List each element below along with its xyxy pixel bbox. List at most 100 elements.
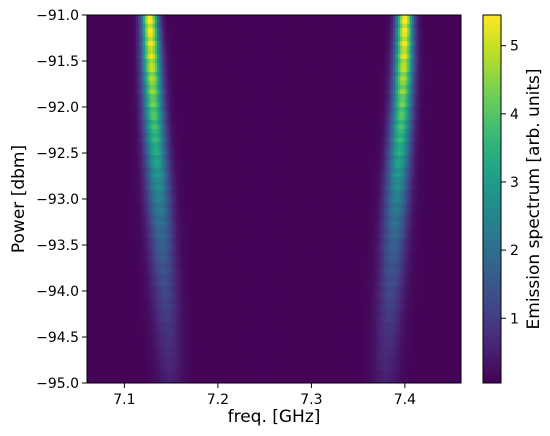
- heatmap-cell: [182, 124, 186, 130]
- heatmap-cell: [259, 107, 263, 112]
- heatmap-cell: [456, 107, 460, 112]
- heatmap-cell: [407, 28, 411, 34]
- heatmap-cell: [234, 115, 238, 121]
- heatmap-cell: [194, 71, 198, 77]
- heatmap-cell: [250, 89, 254, 95]
- heatmap-cell: [334, 107, 338, 112]
- heatmap-cell: [316, 107, 320, 112]
- heatmap-cell: [173, 15, 177, 20]
- heatmap-cell: [337, 107, 341, 112]
- heatmap-cell: [157, 54, 161, 60]
- heatmap-cell: [129, 150, 133, 156]
- heatmap-cell: [110, 63, 114, 69]
- heatmap-cell: [432, 50, 436, 56]
- heatmap-cell: [281, 45, 284, 51]
- heatmap-cell: [449, 54, 453, 60]
- heatmap-cell: [182, 89, 186, 95]
- heatmap-cell: [145, 19, 149, 25]
- heatmap-cell: [397, 15, 401, 20]
- heatmap-cell: [316, 76, 320, 82]
- heatmap-cell: [217, 142, 221, 148]
- heatmap-cell: [122, 67, 125, 73]
- heatmap-cell: [390, 93, 394, 99]
- heatmap-cell: [115, 71, 118, 77]
- heatmap-cell: [327, 93, 331, 99]
- heatmap-cell: [316, 28, 320, 34]
- heatmap-cell: [185, 146, 189, 152]
- heatmap-cell: [108, 89, 111, 95]
- heatmap-cell: [362, 93, 366, 99]
- heatmap-cell: [91, 71, 95, 77]
- heatmap-cell: [203, 58, 207, 64]
- heatmap-cell: [327, 142, 331, 148]
- heatmap-cell: [376, 45, 380, 51]
- heatmap-cell: [217, 63, 221, 69]
- heatmap-cell: [400, 19, 404, 25]
- heatmap-cell: [110, 15, 114, 20]
- heatmap-cell: [442, 137, 446, 143]
- heatmap-cell: [227, 146, 231, 152]
- heatmap-cell: [439, 71, 443, 77]
- heatmap-cell: [124, 150, 128, 156]
- heatmap-cell: [332, 23, 336, 29]
- heatmap-cell: [234, 54, 238, 60]
- heatmap-cell: [126, 85, 130, 91]
- heatmap-cell: [276, 54, 280, 60]
- heatmap-cell: [348, 15, 352, 20]
- heatmap-cell: [425, 63, 429, 69]
- heatmap-cell: [222, 36, 226, 42]
- heatmap-cell: [164, 133, 168, 139]
- heatmap-cell: [257, 89, 261, 95]
- heatmap-cell: [103, 111, 107, 117]
- heatmap-cell: [250, 133, 254, 139]
- heatmap-cell: [390, 120, 394, 126]
- heatmap-cell: [299, 23, 303, 29]
- heatmap-cell: [196, 142, 200, 148]
- heatmap-cell: [383, 36, 387, 42]
- heatmap-cell: [295, 23, 298, 29]
- heatmap-cell: [192, 107, 196, 112]
- heatmap-cell: [379, 36, 383, 42]
- heatmap-cell: [318, 15, 322, 20]
- heatmap-cell: [376, 76, 380, 82]
- heatmap-cell: [376, 50, 380, 56]
- heatmap-cell: [304, 142, 308, 148]
- heatmap-cell: [353, 89, 357, 95]
- heatmap-cell: [110, 102, 114, 108]
- heatmap-cell: [173, 102, 177, 108]
- heatmap-cell: [400, 23, 404, 29]
- heatmap-cell: [185, 28, 189, 34]
- heatmap-cell: [386, 32, 390, 38]
- heatmap-cell: [91, 111, 95, 117]
- heatmap-cell: [281, 19, 284, 25]
- heatmap-cell: [182, 50, 186, 56]
- heatmap-cell: [206, 124, 210, 130]
- heatmap-cell: [138, 115, 142, 121]
- heatmap-cell: [365, 115, 369, 121]
- heatmap-cell: [404, 15, 408, 20]
- heatmap-cell: [362, 120, 366, 126]
- heatmap-cell: [295, 54, 298, 60]
- heatmap-cell: [87, 142, 90, 148]
- heatmap-cell: [187, 128, 191, 134]
- heatmap-cell: [203, 36, 207, 42]
- heatmap-cell: [318, 63, 322, 69]
- heatmap-cell: [304, 137, 308, 143]
- heatmap-cell: [400, 36, 404, 42]
- heatmap-cell: [262, 19, 266, 25]
- heatmap-cell: [446, 23, 450, 29]
- heatmap-cell: [119, 80, 123, 86]
- heatmap-cell: [103, 89, 107, 95]
- heatmap-cell: [257, 128, 261, 134]
- heatmap-cell: [224, 71, 228, 77]
- heatmap-cell: [453, 111, 457, 117]
- heatmap-cell: [402, 120, 406, 126]
- heatmap-cell: [306, 102, 310, 108]
- heatmap-cell: [126, 45, 130, 51]
- heatmap-cell: [313, 80, 317, 86]
- heatmap-cell: [290, 120, 294, 126]
- heatmap-cell: [306, 146, 310, 152]
- heatmap-cell: [112, 111, 116, 117]
- heatmap-cell: [386, 58, 390, 64]
- heatmap-cell: [388, 115, 392, 121]
